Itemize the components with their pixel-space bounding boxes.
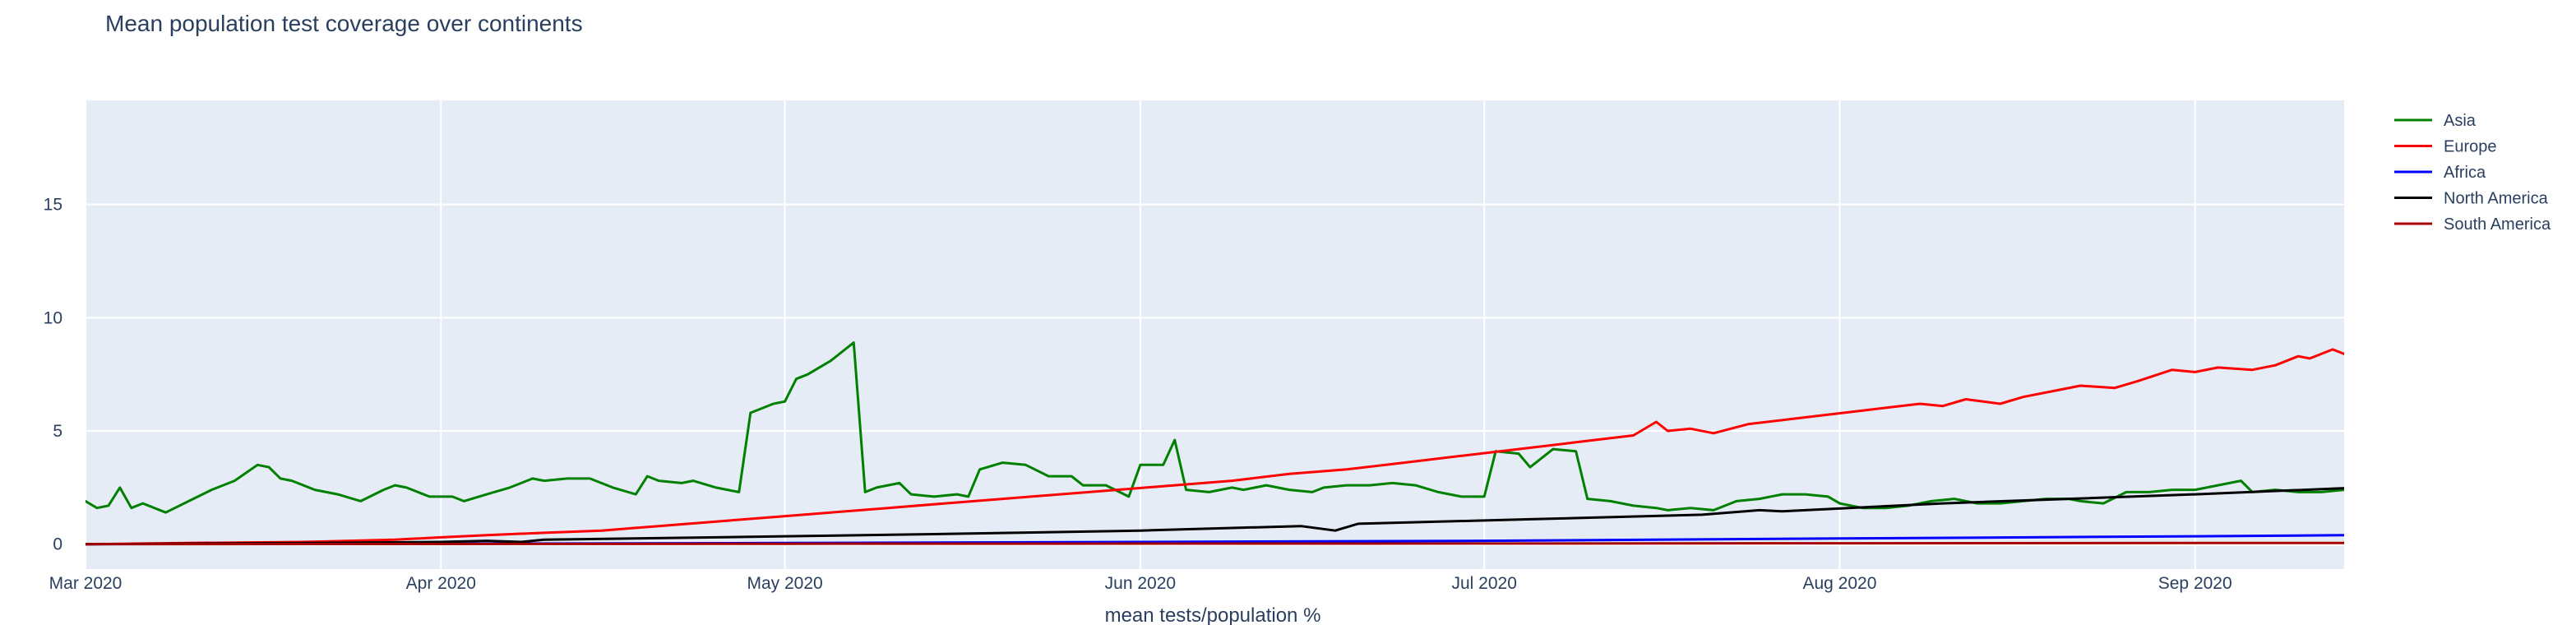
plot-area <box>86 100 2344 569</box>
x-tick-label: Sep 2020 <box>2158 574 2232 593</box>
legend-item-africa[interactable]: Africa <box>2394 164 2486 182</box>
y-tick-label: 0 <box>53 535 62 554</box>
y-tick-label: 10 <box>44 308 62 327</box>
series-line-north-america <box>86 487 2344 546</box>
x-tick-label: Jun 2020 <box>1105 574 1176 593</box>
series-lines <box>86 341 2344 546</box>
x-axis-ticks: Mar 2020 Apr 2020 May 2020 Jun 2020 Jul 2020… <box>49 574 2232 593</box>
y-tick-label: 5 <box>53 422 62 441</box>
legend-label: Asia <box>2444 112 2477 130</box>
legend-label: Africa <box>2444 164 2486 182</box>
series-line-europe <box>86 348 2344 546</box>
legend-item-south-america[interactable]: South America <box>2394 215 2551 234</box>
y-tick-label: 15 <box>44 196 62 215</box>
x-tick-label: May 2020 <box>747 574 822 593</box>
legend-label: South America <box>2444 215 2551 234</box>
legend-label: Europe <box>2444 138 2497 156</box>
x-tick-label: Aug 2020 <box>1802 574 1876 593</box>
gridlines <box>85 100 2344 569</box>
legend-item-north-america[interactable]: North America <box>2394 190 2549 208</box>
legend[interactable]: Asia Europe Africa North America South Ameri… <box>2394 112 2551 234</box>
legend-label: North America <box>2444 190 2549 208</box>
legend-item-europe[interactable]: Europe <box>2394 138 2497 156</box>
x-axis-title: mean tests/population % <box>1105 604 1321 625</box>
x-tick-label: Apr 2020 <box>406 574 476 593</box>
legend-item-asia[interactable]: Asia <box>2394 112 2477 130</box>
series-line-africa <box>86 534 2344 546</box>
y-axis-ticks: 0 5 10 15 <box>44 196 62 554</box>
series-line-south-america <box>86 541 2344 546</box>
chart-title: Mean population test coverage over conti… <box>105 11 583 36</box>
x-tick-label: Jul 2020 <box>1451 574 1516 593</box>
x-tick-label: Mar 2020 <box>49 574 123 593</box>
